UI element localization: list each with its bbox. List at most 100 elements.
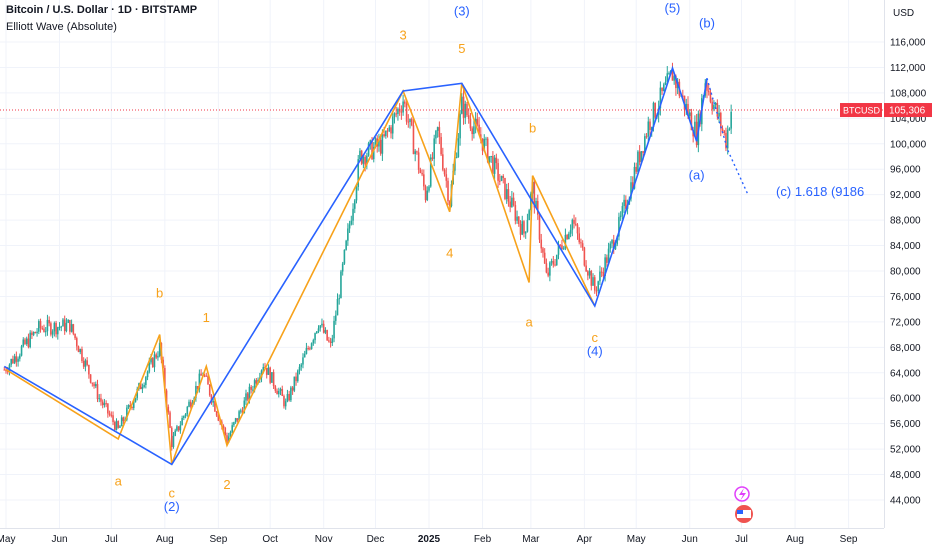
candle-body [91, 382, 94, 384]
candle-body [445, 174, 448, 181]
candle-body [132, 402, 135, 408]
price-tick-label: 76,000 [890, 292, 921, 303]
candle-body [509, 201, 511, 208]
candle-body [462, 96, 465, 118]
candle-body [435, 130, 437, 139]
candle-body [443, 169, 446, 175]
candle-body [647, 121, 650, 137]
price-tick-label: 100,000 [890, 139, 927, 150]
candle-body [295, 376, 297, 382]
candle-body [296, 370, 299, 382]
currency-label[interactable]: USD [893, 8, 915, 19]
candle-body [69, 319, 71, 332]
candle-body [550, 261, 553, 263]
candle-body [148, 362, 151, 372]
candle-body [88, 364, 90, 375]
time-tick-label: Sep [209, 534, 227, 545]
candle-body [597, 281, 600, 291]
primary-wave-line [3, 65, 708, 466]
candle-body [176, 426, 178, 431]
candle-body [666, 73, 669, 82]
price-tick-label: 48,000 [890, 470, 921, 481]
candle-body [27, 338, 30, 348]
candle-body [618, 217, 620, 237]
last-price-badge [884, 103, 932, 118]
candle-body [383, 134, 385, 137]
candle-body [486, 138, 489, 163]
candle-body [371, 140, 373, 160]
candle-body [459, 113, 461, 139]
primary-wave-label: (3) [454, 3, 470, 18]
candle-body [485, 138, 487, 140]
candle-body [252, 389, 254, 391]
candle-body [276, 390, 278, 395]
candle-body [625, 199, 627, 209]
candle-body [566, 234, 568, 240]
candle-body [637, 151, 639, 172]
candle-body [602, 272, 605, 277]
symbol-title[interactable]: Bitcoin / U.S. Dollar · 1D · BITSTAMP [6, 4, 198, 16]
candle-body [65, 322, 68, 332]
candle-body [322, 323, 325, 333]
price-tick-label: 104,000 [890, 114, 927, 125]
candle-body [480, 134, 482, 139]
candle-body [707, 90, 710, 93]
candle-body [385, 130, 387, 137]
candle-body [196, 385, 199, 390]
candle-body [428, 186, 430, 191]
candle-body [564, 234, 567, 249]
time-tick-label: May [0, 534, 15, 545]
candle-body [43, 328, 45, 332]
candle-body [169, 412, 171, 428]
candle-body [511, 197, 513, 208]
candle-body [442, 154, 444, 170]
price-tick-label: 96,000 [890, 165, 921, 176]
candle-body [438, 127, 441, 138]
candle-body [562, 248, 565, 250]
candle-body [17, 358, 19, 362]
candle-body [183, 416, 185, 418]
candle-body [72, 324, 75, 334]
candle-body [96, 384, 99, 400]
candle-body [274, 386, 277, 391]
candle-body [630, 182, 632, 199]
candle-body [186, 406, 189, 415]
candle-body [464, 103, 467, 118]
candle-body [19, 355, 21, 359]
candle-body [195, 385, 197, 398]
indicator-title[interactable]: Elliott Wave (Absolute) [6, 21, 117, 33]
candle-body [215, 411, 218, 416]
candle-body [101, 401, 104, 406]
candle-body [571, 219, 574, 231]
candle-body [505, 189, 508, 200]
price-tick-label: 112,000 [890, 63, 926, 74]
candle-body [241, 410, 244, 414]
candle-body [234, 418, 237, 423]
candle-body [410, 118, 413, 126]
candle-body [120, 417, 123, 427]
candle-body [333, 320, 335, 339]
price-tick-label: 108,000 [890, 88, 927, 99]
candle-body [77, 346, 80, 353]
candle-body [98, 398, 101, 400]
candle-body [573, 219, 575, 224]
candle-body [233, 422, 235, 426]
candle-body [203, 375, 206, 377]
candle-body [136, 388, 139, 398]
candle-body [461, 96, 463, 114]
candle-body [126, 407, 128, 420]
candle-body [303, 353, 306, 358]
candle-body [590, 271, 593, 286]
candle-body [343, 249, 346, 264]
candle-body [108, 413, 111, 415]
candle-body [638, 151, 641, 163]
candle-body [338, 298, 341, 300]
candle-body [227, 436, 230, 443]
candle-body [709, 92, 712, 102]
candle-body [421, 172, 423, 175]
price-tick-label: 56,000 [890, 419, 921, 430]
candle-body [673, 76, 675, 81]
candle-body [113, 422, 116, 430]
